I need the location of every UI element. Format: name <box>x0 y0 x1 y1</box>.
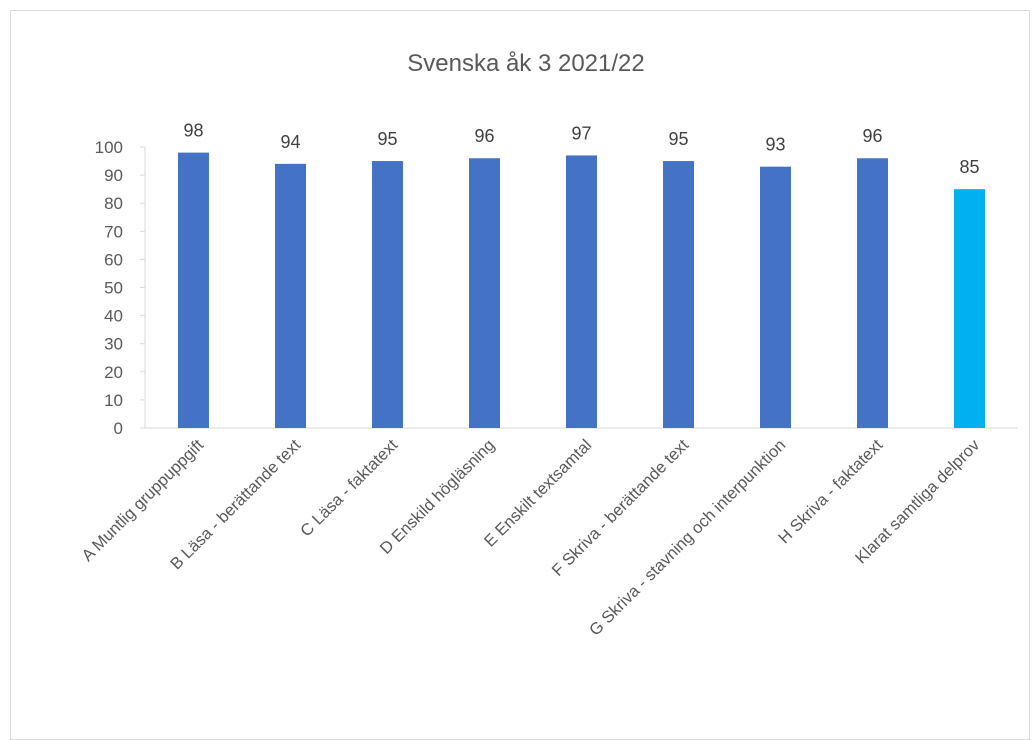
data-label: 95 <box>377 129 397 149</box>
y-tick-label: 20 <box>104 363 123 382</box>
bar <box>954 189 985 428</box>
data-label: 93 <box>765 135 785 155</box>
bar <box>372 161 403 429</box>
data-label: 97 <box>571 123 591 143</box>
bar <box>760 166 791 429</box>
data-label: 98 <box>183 121 203 141</box>
category-label: G Skriva - stavning och interpunktion <box>586 436 789 639</box>
y-tick-label: 80 <box>104 194 123 213</box>
chart-title: Svenska åk 3 2021/22 <box>407 50 645 77</box>
category-label: H Skriva - faktatext <box>775 436 887 548</box>
data-label: 96 <box>862 126 882 146</box>
y-tick-label: 70 <box>104 222 123 241</box>
bar <box>663 161 694 429</box>
y-tick-label: 0 <box>114 419 123 438</box>
bar <box>469 158 500 429</box>
data-labels: 98 94 95 96 97 95 93 96 85 <box>183 121 979 178</box>
y-tick-label: 60 <box>104 250 123 269</box>
data-label: 96 <box>474 126 494 146</box>
category-label: E Enskilt textsamtal <box>481 436 596 551</box>
y-tick-label: 30 <box>104 335 123 354</box>
data-label: 95 <box>668 129 688 149</box>
bar <box>566 155 597 428</box>
y-tick-label: 40 <box>104 307 123 326</box>
bar <box>275 163 306 429</box>
y-axis: 0 10 20 30 40 50 60 70 80 90 100 <box>95 138 146 438</box>
data-label: 85 <box>959 157 979 177</box>
bar <box>178 152 209 428</box>
y-tick-label: 100 <box>95 138 123 157</box>
y-tick-label: 90 <box>104 166 123 185</box>
bar <box>857 158 888 429</box>
bars <box>178 152 985 429</box>
data-label: 94 <box>280 132 300 152</box>
y-tick-label: 50 <box>104 279 123 298</box>
y-tick-label: 10 <box>104 391 123 410</box>
category-label: C Läsa - faktatext <box>297 436 401 540</box>
